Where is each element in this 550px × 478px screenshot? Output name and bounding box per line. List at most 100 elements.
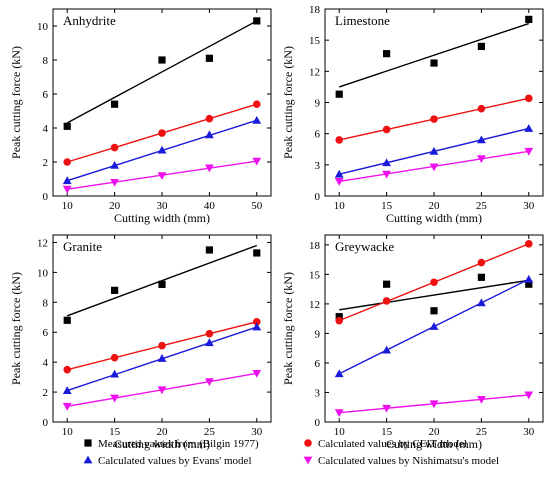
x-tick-label: 15 — [381, 200, 393, 212]
data-point-series-3 — [476, 298, 486, 307]
x-tick-label: 20 — [429, 426, 441, 438]
data-point-series-1 — [205, 54, 213, 62]
y-tick-label: 12 — [309, 66, 320, 78]
legend-entry: Calculated values by Nishimatsu's model — [303, 455, 499, 467]
y-tick-label: 8 — [43, 55, 49, 67]
data-point-series-2 — [63, 158, 72, 166]
y-tick-label: 9 — [315, 328, 321, 340]
chart-panel-anhydrite: 10 20 30 40 50 0 2 4 6 8 10 Anhydrite Cutting width … — [9, 8, 272, 225]
data-point-series-4 — [62, 402, 72, 411]
data-point-series-3 — [110, 161, 120, 169]
data-point-series-1 — [525, 280, 533, 288]
data-point-series-3 — [157, 145, 167, 154]
data-point-series-4 — [157, 386, 167, 395]
fit-line-series-1 — [66, 20, 258, 124]
data-point-series-2 — [252, 317, 261, 326]
y-tick-label: 15 — [309, 35, 321, 47]
data-point-series-1 — [335, 90, 343, 98]
data-point-series-2 — [524, 94, 533, 103]
data-point-series-4 — [476, 155, 486, 163]
fit-line-series-1 — [66, 244, 258, 317]
y-tick-label: 18 — [309, 240, 321, 252]
data-point-series-4 — [429, 163, 439, 172]
y-tick-label: 10 — [37, 267, 49, 279]
data-point-series-3 — [204, 130, 214, 139]
data-point-series-1 — [383, 280, 391, 288]
y-tick-label: 18 — [309, 4, 321, 16]
panel-title: Anhydrite — [63, 13, 116, 28]
data-point-series-1 — [383, 50, 391, 58]
data-point-series-1 — [205, 246, 213, 254]
y-tick-label: 4 — [43, 123, 49, 135]
y-tick-label: 9 — [315, 98, 321, 110]
legend-entry: Measured values from (Bilgin 1977) — [84, 438, 259, 450]
data-point-series-3 — [110, 369, 120, 378]
legend-marker — [304, 439, 312, 447]
data-point-series-3 — [62, 386, 72, 394]
data-point-series-4 — [524, 391, 534, 400]
legend-marker — [83, 455, 93, 464]
data-point-series-4 — [334, 178, 344, 186]
data-point-series-1 — [335, 313, 343, 321]
y-tick-label: 0 — [43, 191, 49, 203]
legend-label: Calculated values by Nishimatsu's model — [318, 455, 499, 467]
y-tick-label: 2 — [43, 157, 49, 169]
y-tick-label: 12 — [309, 299, 320, 311]
y-tick-label: 8 — [43, 297, 49, 309]
data-point-series-1 — [477, 42, 485, 50]
data-point-series-3 — [252, 322, 262, 331]
data-point-series-2 — [335, 316, 344, 325]
data-point-series-1 — [111, 286, 119, 294]
y-axis-label: Peak cutting force (kN) — [281, 272, 295, 385]
data-point-series-2 — [158, 341, 166, 350]
data-point-series-1 — [525, 15, 533, 23]
fit-line-series-1 — [339, 279, 529, 311]
x-tick-label: 15 — [109, 426, 121, 438]
x-tick-label: 40 — [204, 200, 216, 212]
data-point-series-3 — [334, 169, 344, 178]
data-point-series-1 — [158, 280, 166, 288]
data-point-series-2 — [382, 125, 391, 134]
x-tick-label: 25 — [476, 200, 488, 212]
data-point-series-2 — [524, 240, 533, 248]
x-tick-label: 30 — [523, 200, 535, 212]
data-point-series-3 — [157, 354, 167, 362]
data-point-series-2 — [430, 278, 438, 287]
data-point-series-4 — [476, 395, 486, 404]
x-tick-label: 10 — [334, 426, 346, 438]
data-point-series-3 — [62, 176, 72, 185]
x-tick-label: 15 — [381, 426, 393, 438]
data-point-series-1 — [63, 316, 71, 324]
data-point-series-2 — [430, 115, 438, 123]
x-tick-label: 30 — [523, 426, 535, 438]
y-tick-label: 6 — [43, 327, 49, 339]
y-tick-label: 0 — [315, 417, 321, 429]
fit-line-series-1 — [338, 22, 530, 88]
data-point-series-1 — [158, 56, 166, 64]
legend-label: Calculated values by Evans' model — [98, 455, 252, 467]
x-tick-label: 25 — [476, 426, 488, 438]
y-axis-label: Peak cutting force (kN) — [281, 46, 295, 159]
data-point-series-3 — [252, 115, 262, 124]
y-tick-label: 6 — [43, 89, 49, 101]
x-tick-label: 10 — [62, 426, 74, 438]
y-tick-label: 3 — [315, 387, 321, 399]
chart-panel-granite: 10 15 20 25 30 0 2 4 6 8 10 12 Granite Cutting width … — [9, 234, 272, 451]
y-tick-label: 10 — [37, 21, 49, 33]
data-point-series-3 — [429, 322, 439, 330]
y-axis-label: Peak cutting force (kN) — [9, 46, 23, 159]
panel-title: Greywacke — [335, 239, 394, 254]
data-point-series-1 — [477, 273, 485, 281]
data-point-series-2 — [252, 100, 261, 108]
data-point-series-3 — [382, 345, 392, 354]
data-point-series-4 — [382, 170, 392, 179]
data-point-series-2 — [382, 297, 391, 305]
data-point-series-4 — [429, 400, 439, 409]
y-axis-label: Peak cutting force (kN) — [9, 272, 23, 385]
y-tick-label: 15 — [309, 269, 321, 281]
data-point-series-3 — [382, 158, 392, 167]
data-point-series-2 — [205, 114, 214, 123]
x-axis-label: Cutting width (mm) — [386, 437, 482, 451]
data-point-series-4 — [157, 172, 167, 180]
data-point-series-4 — [110, 179, 120, 187]
